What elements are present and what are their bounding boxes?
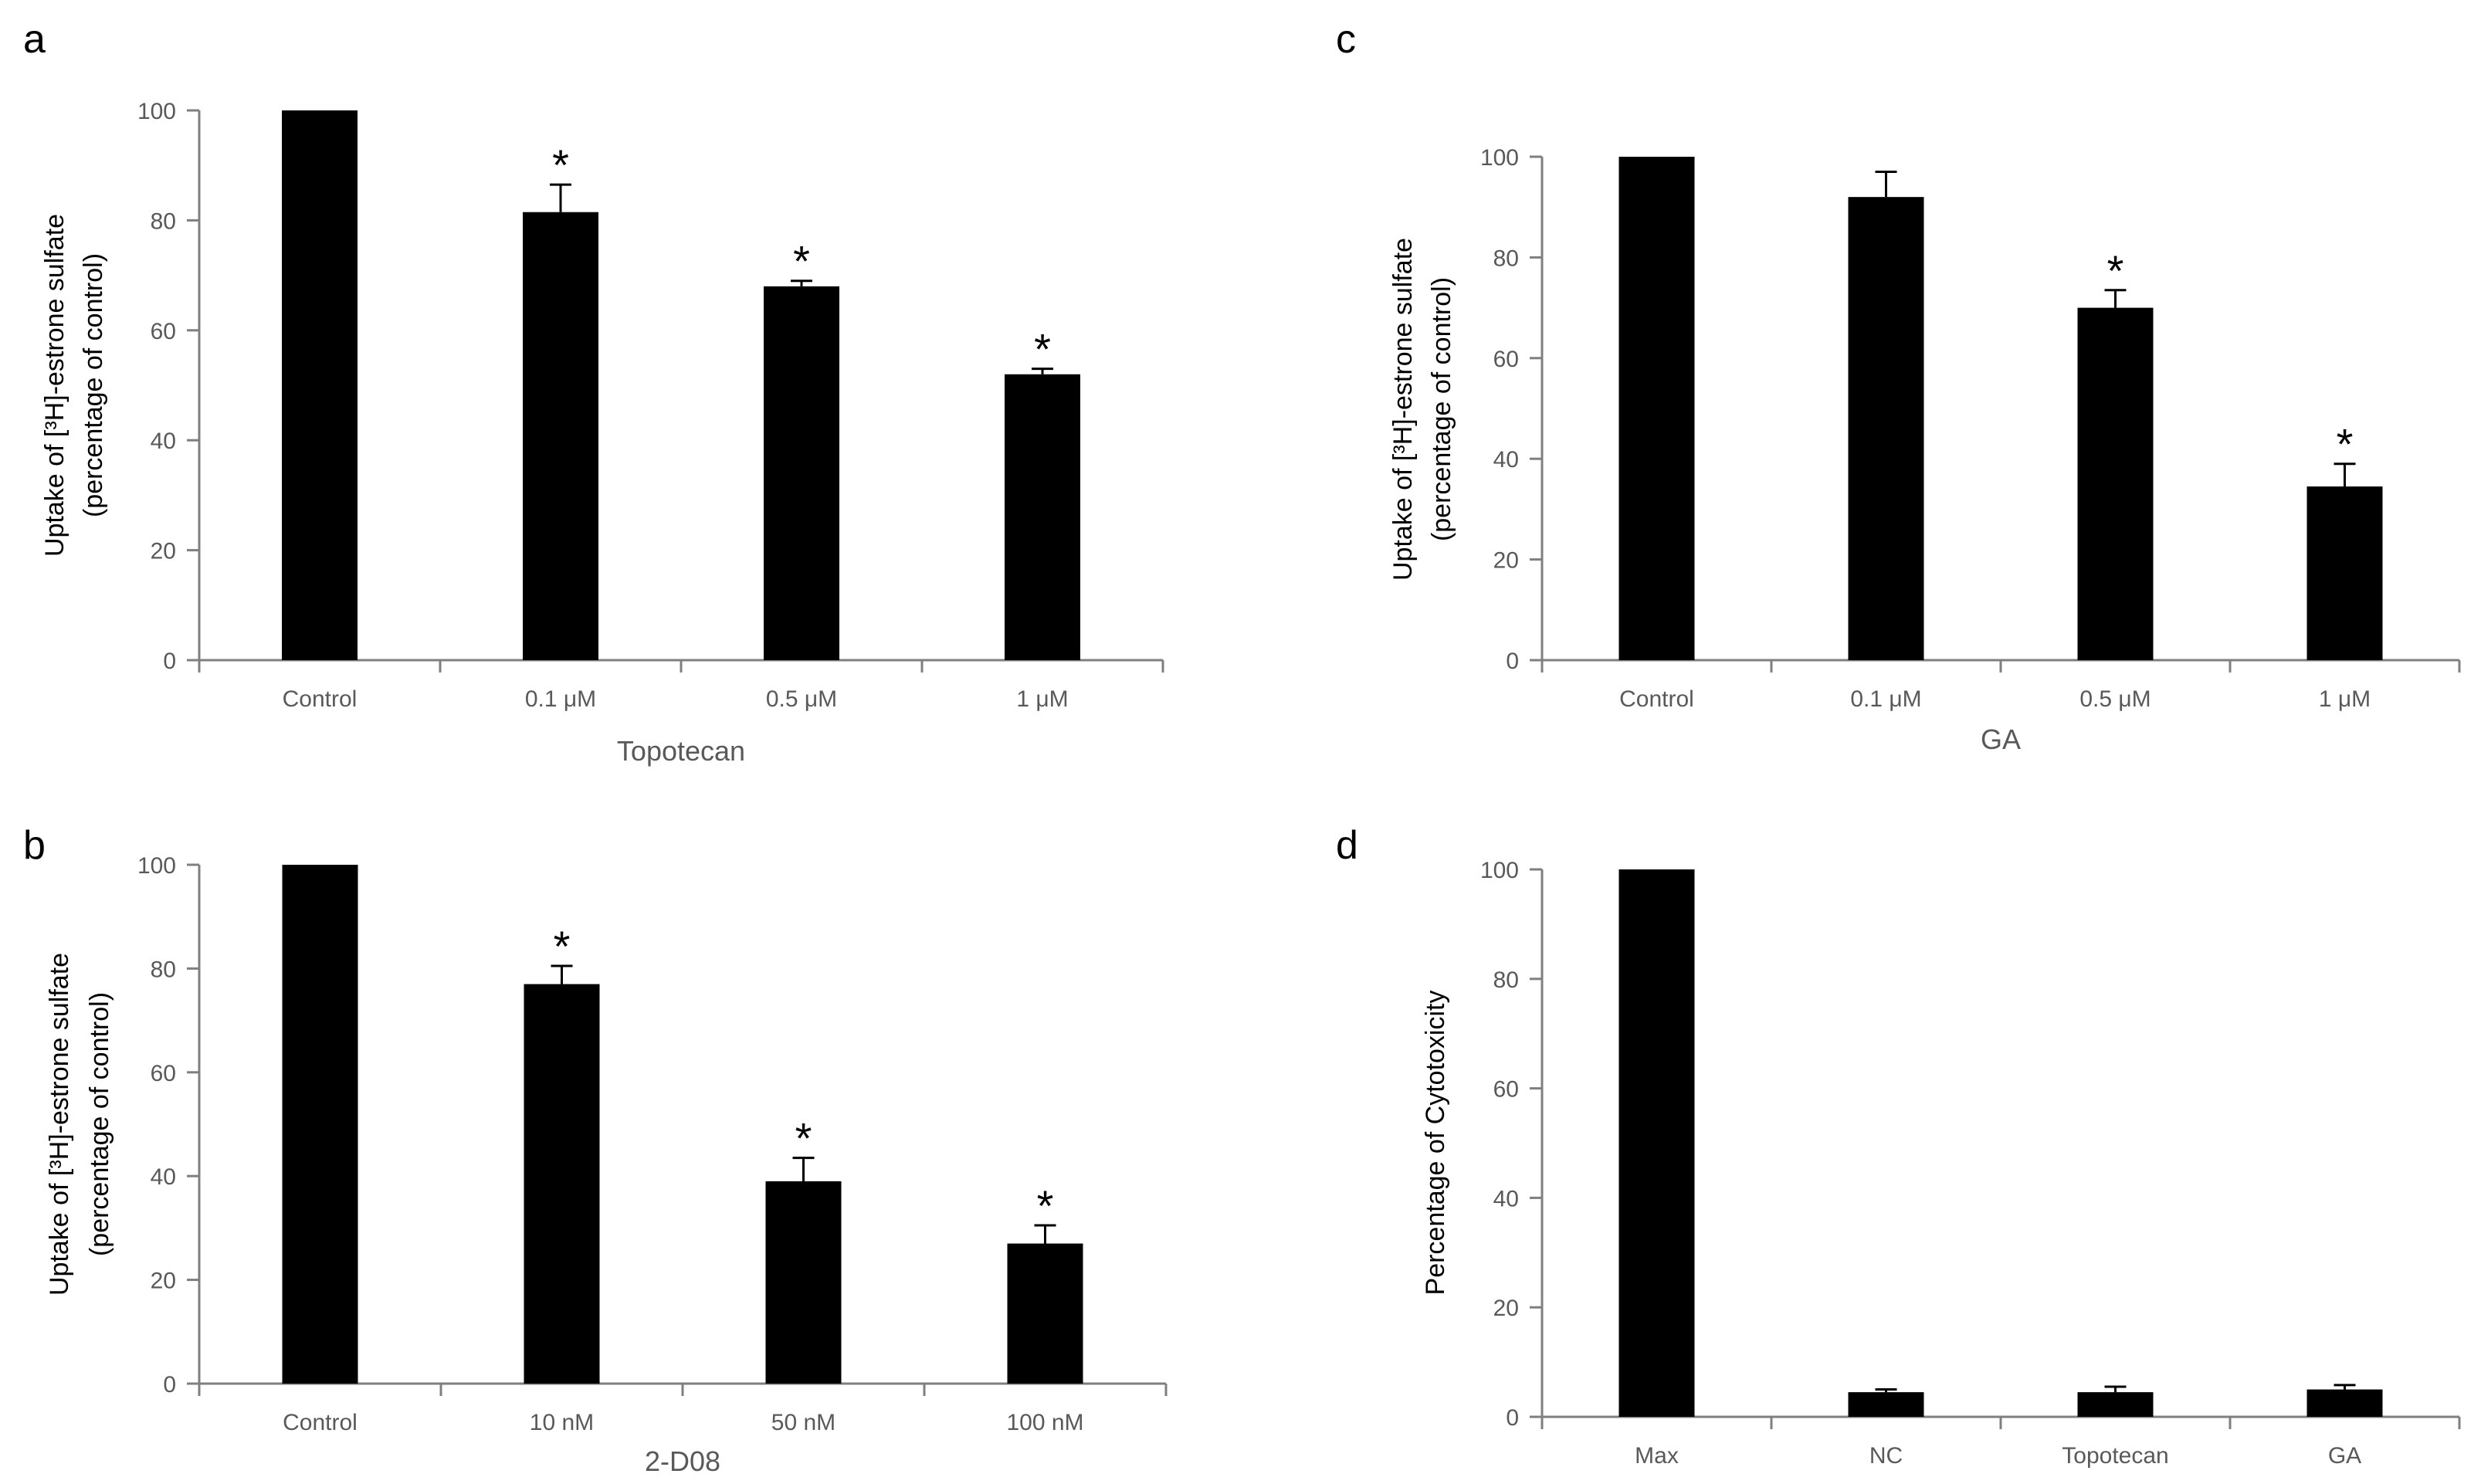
x-axis-title: 2-D08 bbox=[645, 1445, 720, 1477]
bar bbox=[2306, 486, 2383, 660]
x-tick-label: Topotecan bbox=[2062, 1443, 2168, 1469]
y-tick-label: 60 bbox=[151, 319, 176, 344]
y-tick-label: 80 bbox=[151, 957, 176, 982]
x-axis-title: Topotecan bbox=[617, 735, 745, 767]
y-tick-label: 20 bbox=[151, 1269, 176, 1294]
x-tick-label: 1 μM bbox=[2319, 686, 2371, 712]
y-tick-label: 40 bbox=[1493, 1186, 1519, 1211]
chart-panel-b: b 0 20 40 60 80 100 Control * 10 nM * 50 nM * 100 nM 2… bbox=[23, 823, 1168, 1477]
y-axis-title: (percentage of control) bbox=[85, 992, 114, 1256]
x-tick-label: 10 nM bbox=[530, 1410, 594, 1435]
x-tick-label: GA bbox=[2328, 1443, 2361, 1469]
y-tick-label: 0 bbox=[163, 649, 176, 674]
y-tick-label: 80 bbox=[151, 208, 176, 234]
y-axis-title: (percentage of control) bbox=[79, 253, 108, 517]
significance-marker: * bbox=[2107, 246, 2124, 295]
bar bbox=[524, 984, 600, 1384]
y-tick-label: 100 bbox=[137, 853, 176, 879]
bar bbox=[1848, 1392, 1924, 1417]
y-axis-title: (percentage of control) bbox=[1427, 277, 1456, 541]
y-tick-label: 20 bbox=[1493, 1296, 1519, 1321]
x-tick-label: Control bbox=[283, 1410, 358, 1435]
y-tick-label: 80 bbox=[1493, 967, 1519, 993]
y-tick-label: 80 bbox=[1493, 246, 1519, 271]
y-tick-label: 40 bbox=[1493, 447, 1519, 473]
x-tick-label: Control bbox=[283, 686, 358, 712]
x-axis-title: GA bbox=[1981, 723, 2021, 755]
y-axis-title: Uptake of [³H]-estrone sulfate bbox=[40, 214, 69, 557]
panel-letter: a bbox=[23, 17, 46, 62]
y-tick-label: 0 bbox=[1506, 1405, 1519, 1431]
panel-letter: d bbox=[1336, 823, 1358, 868]
bar bbox=[765, 1181, 842, 1384]
significance-marker: * bbox=[793, 237, 810, 286]
bar bbox=[2077, 1392, 2154, 1417]
chart-panel-c: c 0 20 40 60 80 100 Control 0.1 μM * 0.5 μM * 1 μM GA… bbox=[1336, 17, 2461, 755]
y-tick-label: 100 bbox=[1480, 858, 1519, 883]
significance-marker: * bbox=[554, 922, 571, 971]
bar bbox=[1618, 157, 1695, 660]
y-tick-label: 20 bbox=[151, 539, 176, 564]
x-tick-label: 100 nM bbox=[1006, 1410, 1083, 1435]
x-tick-label: 1 μM bbox=[1016, 686, 1068, 712]
x-tick-label: 0.1 μM bbox=[525, 686, 596, 712]
bar bbox=[1848, 197, 1924, 660]
significance-marker: * bbox=[1034, 325, 1051, 374]
y-tick-label: 100 bbox=[1480, 145, 1519, 171]
chart-panel-a: a 0 20 40 60 80 100 Control * 0.1 μM * 0.5 μM * 1 μM T… bbox=[23, 17, 1164, 767]
x-tick-label: Max bbox=[1635, 1443, 1679, 1469]
significance-marker: * bbox=[795, 1114, 812, 1163]
significance-marker: * bbox=[2337, 420, 2354, 469]
bar bbox=[1007, 1243, 1083, 1384]
y-tick-label: 0 bbox=[1506, 649, 1519, 674]
y-axis-title: Uptake of [³H]-estrone sulfate bbox=[45, 953, 74, 1296]
y-tick-label: 60 bbox=[1493, 347, 1519, 372]
bar bbox=[1005, 374, 1080, 660]
y-tick-label: 60 bbox=[1493, 1077, 1519, 1103]
bar bbox=[2077, 307, 2154, 660]
x-tick-label: 0.5 μM bbox=[2079, 686, 2151, 712]
x-tick-label: NC bbox=[1869, 1443, 1903, 1469]
x-tick-label: 50 nM bbox=[771, 1410, 835, 1435]
bar bbox=[1618, 869, 1695, 1417]
x-tick-label: 0.5 μM bbox=[766, 686, 837, 712]
panel-letter: b bbox=[23, 823, 46, 868]
significance-marker: * bbox=[552, 141, 569, 189]
y-tick-label: 20 bbox=[1493, 548, 1519, 574]
y-tick-label: 40 bbox=[151, 429, 176, 454]
significance-marker: * bbox=[1037, 1181, 1054, 1230]
bar bbox=[282, 865, 358, 1384]
chart-panel-d: d 0 20 40 60 80 100 Max NC Topotecan GA Percentage … bbox=[1336, 823, 2461, 1469]
y-tick-label: 60 bbox=[151, 1061, 176, 1086]
panel-letter: c bbox=[1336, 17, 1356, 62]
bar bbox=[2306, 1389, 2383, 1417]
y-axis-title: Uptake of [³H]-estrone sulfate bbox=[1388, 238, 1418, 581]
bar bbox=[282, 110, 358, 660]
x-tick-label: Control bbox=[1619, 686, 1694, 712]
y-tick-label: 40 bbox=[151, 1164, 176, 1190]
y-tick-label: 0 bbox=[163, 1372, 176, 1398]
x-tick-label: 0.1 μM bbox=[1850, 686, 1921, 712]
y-axis-title: Percentage of Cytotoxicity bbox=[1421, 991, 1450, 1296]
bar bbox=[523, 212, 598, 661]
bar bbox=[764, 286, 839, 660]
y-tick-label: 100 bbox=[137, 99, 176, 124]
